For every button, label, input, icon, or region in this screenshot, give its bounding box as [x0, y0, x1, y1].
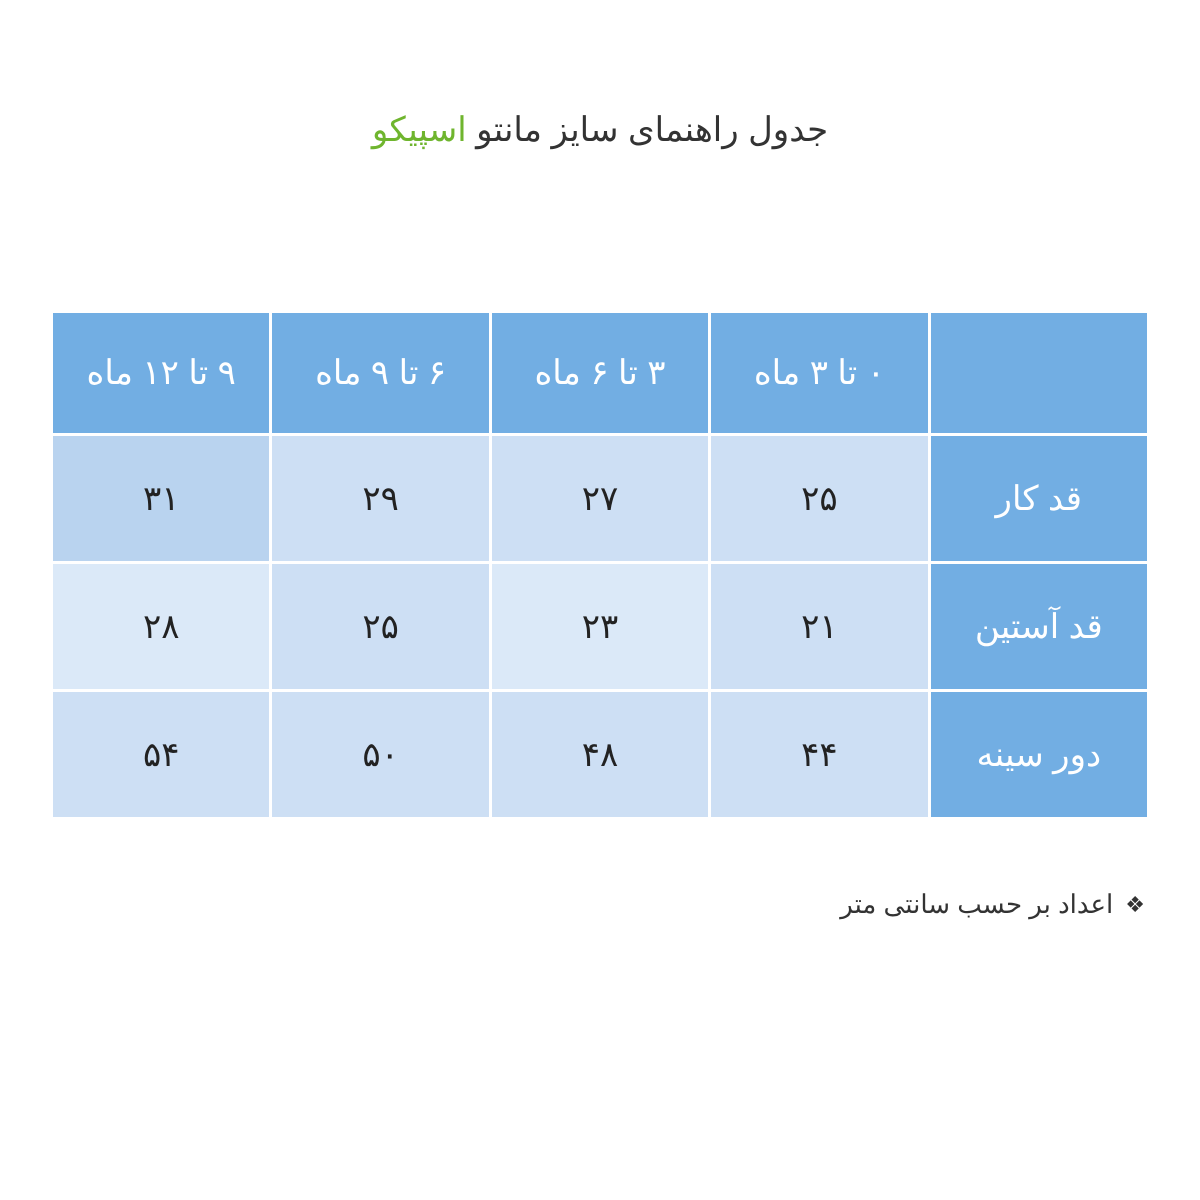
- cell: ۳۱: [53, 436, 269, 561]
- footnote-text: اعداد بر حسب سانتی متر: [840, 889, 1113, 920]
- size-table: ۰ تا ۳ ماه ۳ تا ۶ ماه ۶ تا ۹ ماه ۹ تا ۱۲…: [50, 310, 1150, 820]
- cell: ۲۱: [711, 564, 927, 689]
- col-header: ۹ تا ۱۲ ماه: [53, 313, 269, 433]
- size-table-wrap: ۰ تا ۳ ماه ۳ تا ۶ ماه ۶ تا ۹ ماه ۹ تا ۱۲…: [50, 310, 1150, 820]
- title-main: جدول راهنمای سایز مانتو: [467, 111, 828, 149]
- row-header: دور سینه: [931, 692, 1147, 817]
- col-header: ۳ تا ۶ ماه: [492, 313, 708, 433]
- col-header: ۰ تا ۳ ماه: [711, 313, 927, 433]
- diamond-icon: ❖: [1125, 892, 1145, 918]
- cell: ۲۵: [711, 436, 927, 561]
- cell: ۲۹: [272, 436, 488, 561]
- table-row: دور سینه ۴۴ ۴۸ ۵۰ ۵۴: [53, 692, 1147, 817]
- cell: ۲۵: [272, 564, 488, 689]
- cell: ۵۴: [53, 692, 269, 817]
- cell: ۲۷: [492, 436, 708, 561]
- cell: ۲۳: [492, 564, 708, 689]
- corner-cell: [931, 313, 1147, 433]
- cell: ۴۴: [711, 692, 927, 817]
- table-row: قد کار ۲۵ ۲۷ ۲۹ ۳۱: [53, 436, 1147, 561]
- cell: ۵۰: [272, 692, 488, 817]
- cell: ۲۸: [53, 564, 269, 689]
- footnote: ❖ اعداد بر حسب سانتی متر: [840, 889, 1145, 920]
- row-header: قد کار: [931, 436, 1147, 561]
- cell: ۴۸: [492, 692, 708, 817]
- table-row: قد آستین ۲۱ ۲۳ ۲۵ ۲۸: [53, 564, 1147, 689]
- table-header-row: ۰ تا ۳ ماه ۳ تا ۶ ماه ۶ تا ۹ ماه ۹ تا ۱۲…: [53, 313, 1147, 433]
- page-container: جدول راهنمای سایز مانتو اسپیکو ۰ تا ۳ ما…: [0, 0, 1200, 1200]
- title-brand: اسپیکو: [372, 111, 467, 149]
- page-title: جدول راهنمای سایز مانتو اسپیکو: [50, 110, 1150, 150]
- row-header: قد آستین: [931, 564, 1147, 689]
- col-header: ۶ تا ۹ ماه: [272, 313, 488, 433]
